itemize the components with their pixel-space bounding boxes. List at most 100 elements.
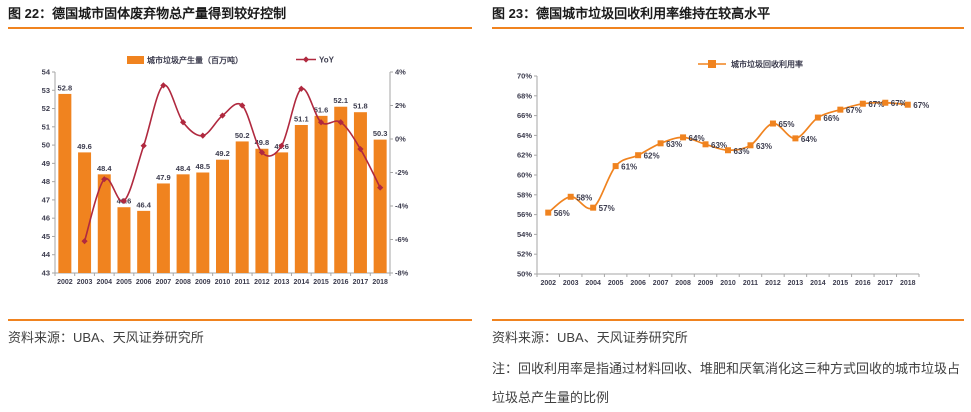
left-axis-tick-label: 52 — [42, 104, 50, 113]
y-axis-tick-label: 62% — [517, 151, 532, 160]
y-axis-tick-label: 66% — [517, 111, 532, 120]
y-axis-tick-label: 64% — [517, 131, 532, 140]
bar-2017 — [353, 112, 367, 274]
figure-23-title-rule — [492, 27, 964, 30]
x-axis-tick-label: 2004 — [96, 279, 112, 286]
point-marker-icon — [837, 106, 844, 113]
bar-value-label: 51.1 — [294, 115, 309, 124]
left-axis-tick-label: 54 — [42, 68, 51, 77]
left-axis-tick-label: 50 — [42, 141, 50, 150]
bar-value-label: 51.6 — [314, 106, 329, 115]
bar-2003 — [78, 152, 92, 274]
point-value-label: 67% — [846, 106, 862, 115]
right-axis-tick-label: -6% — [395, 235, 409, 244]
point-value-label: 64% — [801, 135, 817, 144]
y-axis-tick-label: 60% — [517, 171, 532, 180]
y-axis-tick-label: 54% — [517, 230, 532, 239]
x-axis-tick-label: 2014 — [294, 279, 310, 286]
point-marker-icon — [859, 100, 866, 107]
yoy-marker-icon — [377, 184, 384, 191]
legend: 城市垃圾回收利用率 — [698, 59, 803, 69]
bar-legend-label: 城市垃圾产生量（百万吨） — [147, 55, 243, 65]
line-legend-label: 城市垃圾回收利用率 — [731, 59, 803, 69]
yoy-legend-label: YoY — [319, 56, 335, 65]
bar-value-label: 49.6 — [77, 142, 92, 151]
x-axis-tick-label: 2009 — [698, 280, 714, 287]
x-axis-tick-label: 2010 — [215, 279, 231, 286]
x-axis-tick-label: 2011 — [743, 280, 758, 287]
bar-2005 — [117, 207, 131, 274]
y-axis-tick-label: 50% — [517, 270, 532, 279]
bar-2006 — [137, 211, 151, 274]
right-axis-tick-label: 0% — [395, 135, 406, 144]
bar-2008 — [176, 174, 190, 274]
yoy-marker-icon — [357, 146, 364, 153]
right-axis-tick-label: -2% — [395, 168, 409, 177]
bar-2010 — [216, 159, 229, 274]
point-value-label: 67% — [868, 100, 884, 109]
yoy-marker-icon — [199, 132, 206, 139]
bar-value-label: 49.2 — [215, 149, 230, 158]
bar-2013 — [275, 152, 289, 274]
bar-2009 — [196, 172, 210, 274]
left-axis-tick-label: 53 — [42, 86, 50, 95]
x-axis-tick-label: 2011 — [235, 279, 250, 286]
bar-2012 — [255, 148, 269, 274]
left-axis-tick-label: 44 — [42, 250, 51, 259]
x-axis-tick-label: 2014 — [810, 280, 826, 287]
bar-value-label: 46.4 — [136, 201, 151, 210]
x-axis-tick-label: 2015 — [833, 280, 849, 287]
recycling-line: 56% 58% 57% 61% 62% 63% 64% 63% 63% 63% 65% 64% 66% 6… — [545, 99, 929, 218]
yoy-marker-icon — [337, 119, 344, 126]
point-marker-icon — [769, 120, 776, 127]
figure-22-source: 资料来源：UBA、天风证券研究所 — [8, 330, 204, 346]
point-marker-icon — [792, 135, 799, 142]
point-marker-icon — [702, 141, 709, 148]
bar-value-label: 48.4 — [176, 164, 191, 173]
point-value-label: 58% — [576, 194, 592, 203]
figure-22-title: 图 22：德国城市固体废弃物总产量得到较好控制 — [8, 6, 287, 21]
waste-bars: 52.849.648.446.646.447.948.448.549.250.2… — [58, 84, 387, 274]
x-axis-tick-label: 2006 — [630, 280, 646, 287]
x-axis-tick-label: 2002 — [57, 279, 73, 286]
point-value-label: 67% — [891, 99, 907, 108]
point-marker-icon — [545, 209, 552, 216]
x-axis-tick-label: 2006 — [136, 279, 152, 286]
x-axis-tick-label: 2008 — [175, 279, 191, 286]
figure-22-title-rule — [8, 27, 472, 30]
x-axis-tick-label: 2003 — [563, 280, 579, 287]
x-axis-tick-label: 2003 — [77, 279, 93, 286]
left-axis-tick-label: 45 — [42, 232, 50, 241]
x-axis-tick-label: 2010 — [720, 280, 736, 287]
y-axis-tick-label: 70% — [517, 72, 532, 81]
left-axis-tick-label: 47 — [42, 196, 50, 205]
left-axis-tick-label: 46 — [42, 214, 50, 223]
bar-2018 — [373, 139, 387, 274]
bar-value-label: 48.4 — [97, 164, 112, 173]
left-axis-tick-label: 43 — [42, 269, 50, 278]
point-marker-icon — [590, 204, 597, 211]
x-axis-tick-label: 2016 — [855, 280, 871, 287]
bar-legend-swatch-icon — [127, 56, 144, 65]
figure-23-source: 资料来源：UBA、天风证券研究所 — [492, 330, 688, 346]
yoy-marker-icon — [120, 198, 128, 205]
yoy-marker-icon — [317, 119, 325, 126]
figure-22-footer-rule — [8, 319, 472, 322]
left-axis-tick-label: 51 — [42, 123, 50, 132]
point-marker-icon — [747, 142, 754, 149]
point-value-label: 66% — [823, 114, 839, 123]
figure-23-panel: 图 23：德国城市垃圾回收利用率维持在较高水平 50% 52% 54% 56% 58% 6… — [492, 5, 964, 412]
yoy-marker-icon — [278, 142, 285, 150]
y-axis-tick-label: 58% — [517, 191, 532, 200]
bar-2007 — [156, 183, 170, 274]
bar-value-label: 50.2 — [235, 131, 250, 140]
figure-23-footer-rule — [492, 319, 964, 322]
x-axis-tick-label: 2018 — [900, 280, 916, 287]
point-value-label: 63% — [734, 147, 750, 156]
bar-value-label: 47.9 — [156, 173, 171, 182]
bar-value-label: 48.5 — [195, 162, 210, 171]
x-axis-tick-label: 2007 — [156, 279, 172, 286]
point-value-label: 57% — [599, 204, 615, 213]
figure-23-note: 注：回收利用率是指通过材料回收、堆肥和厌氧消化这三种方式回收的城市垃圾占垃圾总产… — [492, 360, 961, 405]
right-axis-tick-label: -8% — [395, 269, 409, 278]
